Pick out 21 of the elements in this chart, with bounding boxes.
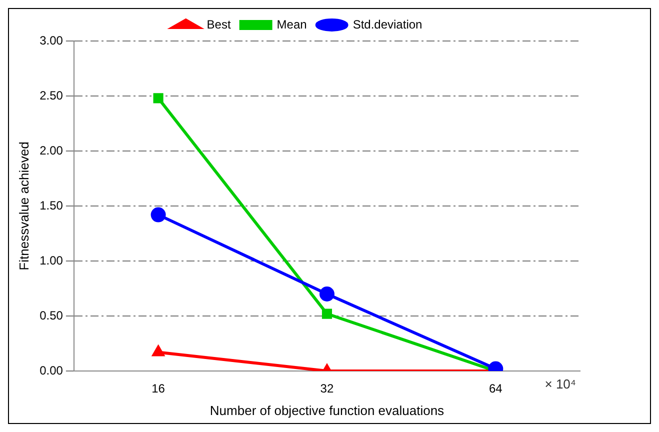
legend-label: Std.deviation [352,17,422,32]
x-tick-label: 16 [152,382,166,396]
y-tick-label: 2.50 [40,88,64,102]
x-tick-label: 32 [320,382,334,396]
y-tick-label: 0.50 [40,308,64,322]
point [153,93,164,104]
text: × 10⁴ [544,376,576,392]
y-tick-label: 1.00 [40,253,64,268]
y-tick-label: 3.00 [40,33,64,48]
y-tick-label: 2.00 [40,143,64,158]
y-tick-label: 1.50 [40,198,64,212]
y-axis-title: Fitnessvalue achieved [16,142,32,270]
y-tick-label: 0.00 [40,363,64,378]
x-tick-label: 64 [488,382,503,396]
point [322,308,332,319]
legend-label: Best [206,17,232,32]
legend-label: Mean [276,17,307,32]
point [152,346,164,356]
x-axis-title: Number of objective function evaluations [210,402,445,418]
point [150,207,166,222]
point [319,286,334,302]
